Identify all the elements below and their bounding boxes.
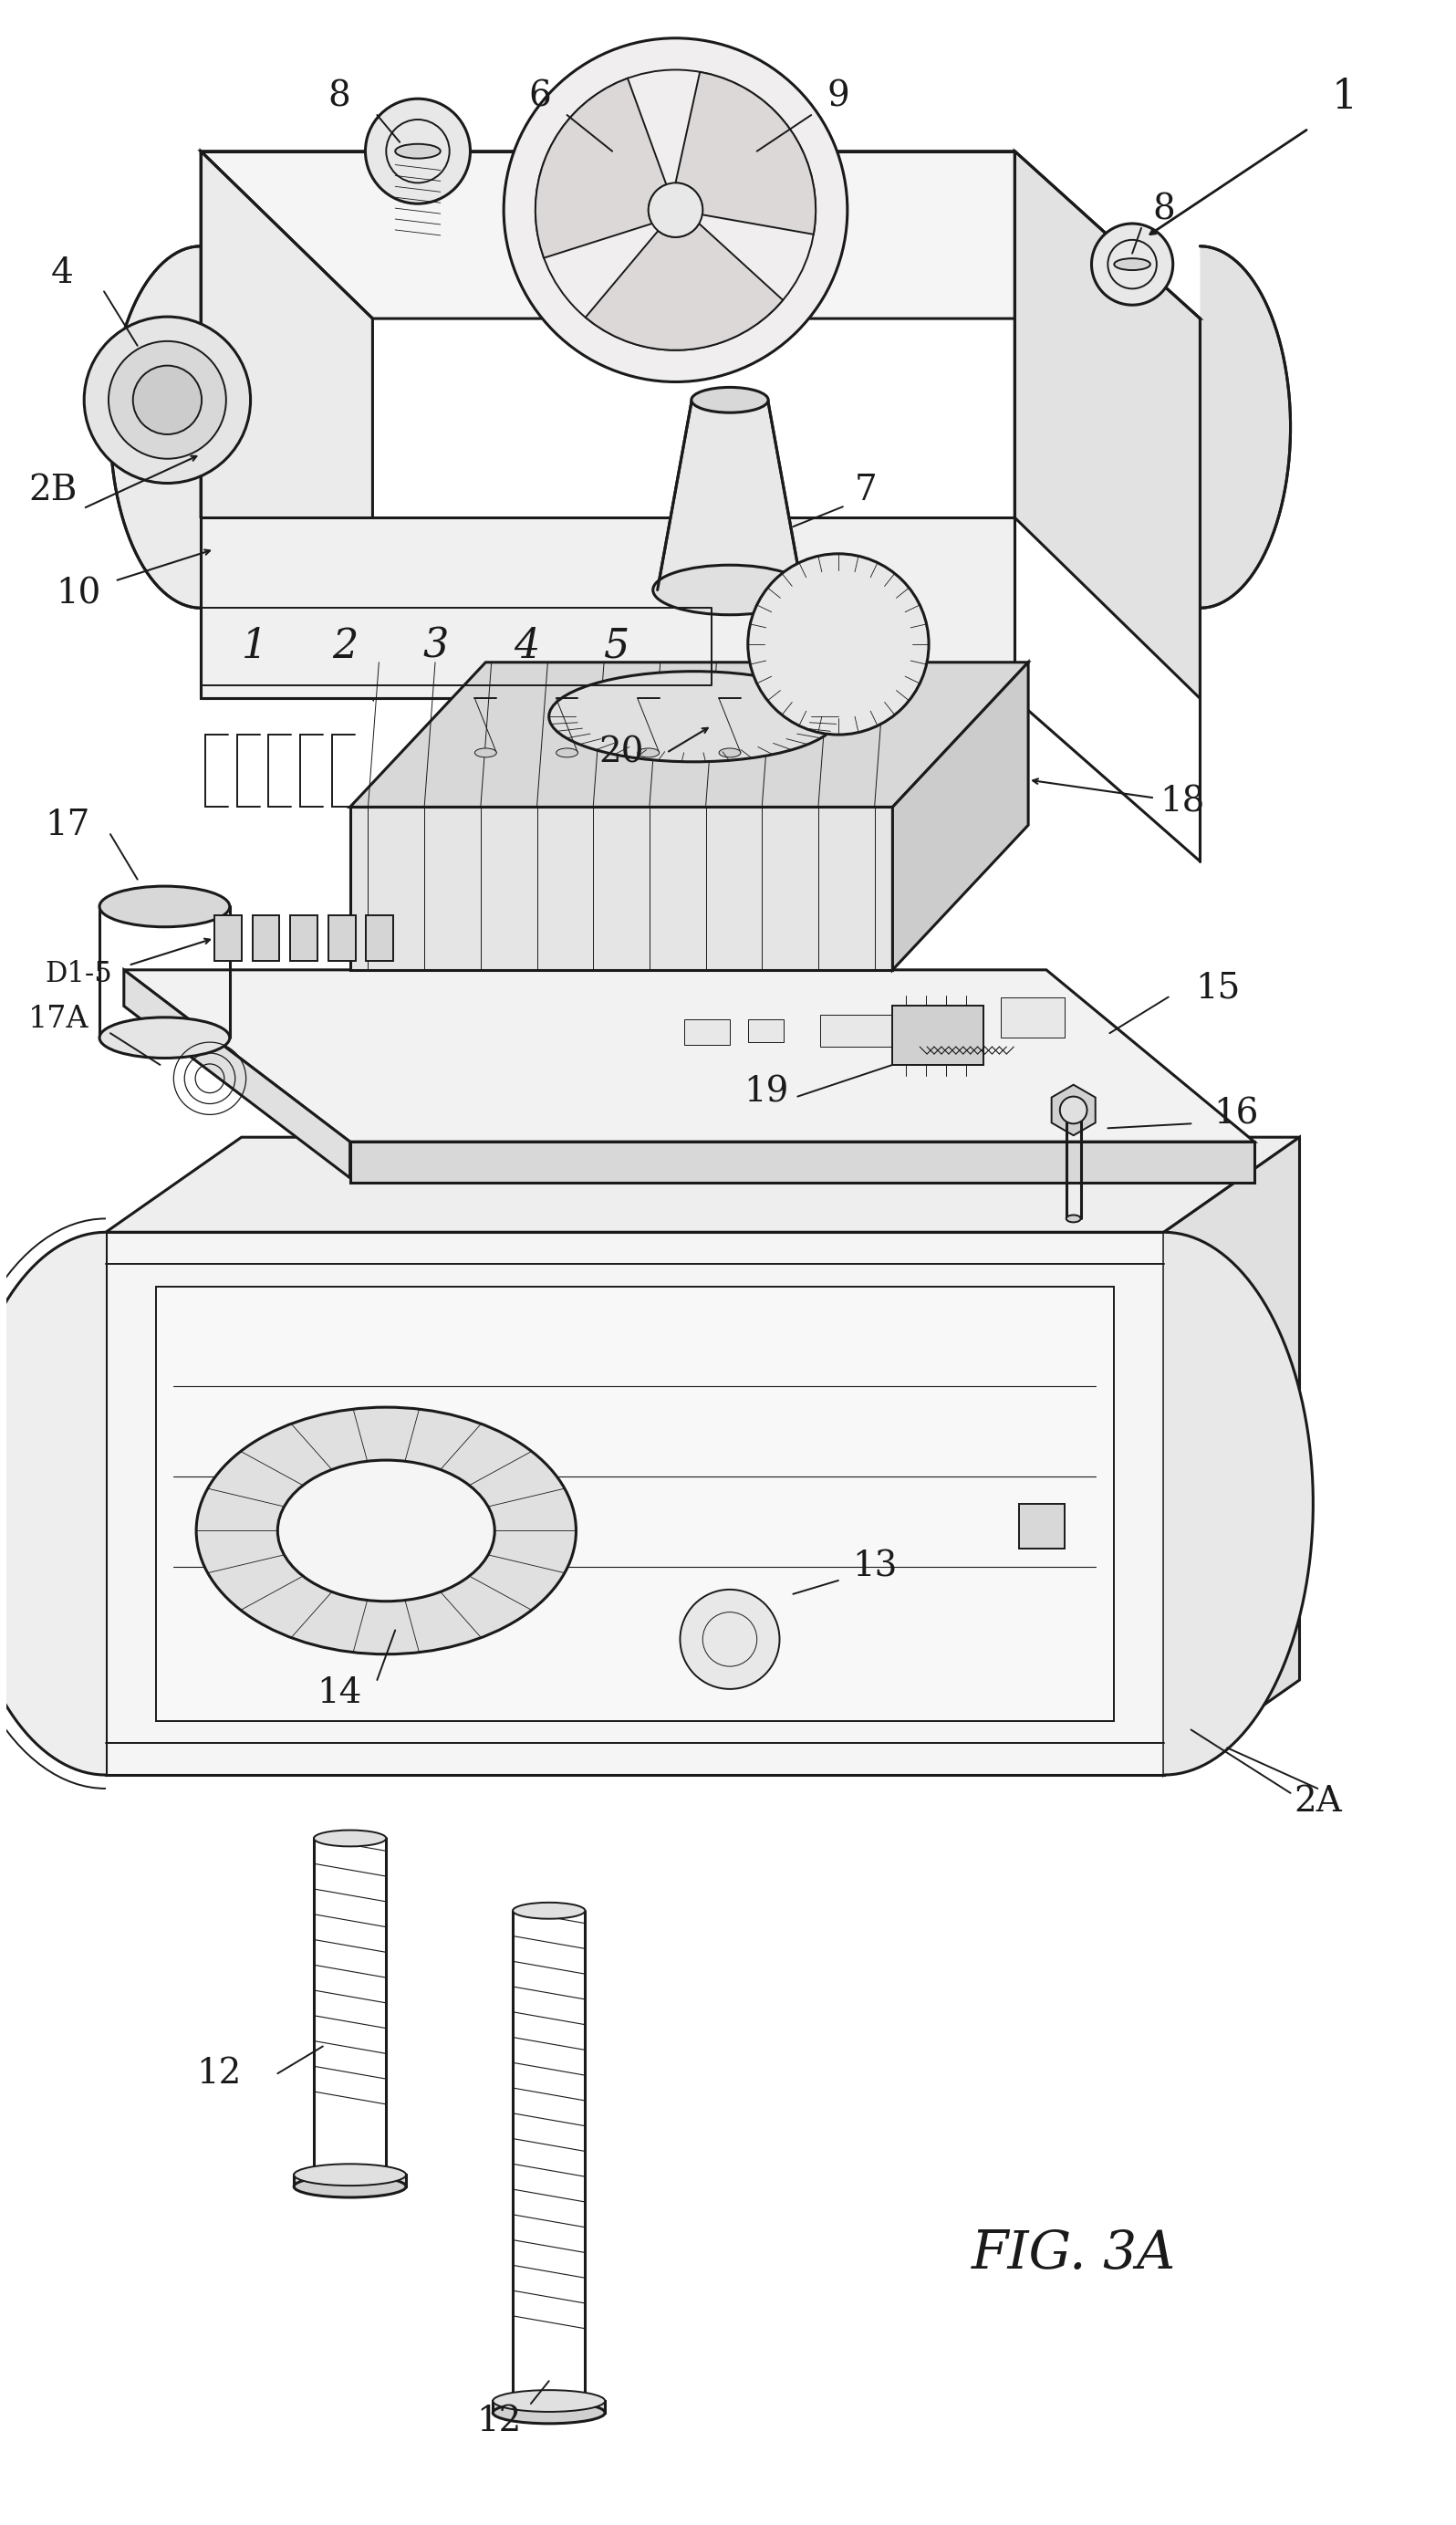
Text: 2A: 2A [1293,1785,1341,1818]
Circle shape [132,366,202,434]
Ellipse shape [652,566,807,614]
Circle shape [748,553,929,735]
Text: 7: 7 [855,475,877,508]
Circle shape [680,1591,779,1689]
Text: 8: 8 [1153,192,1175,227]
Text: 12: 12 [476,2404,521,2439]
Polygon shape [111,151,201,699]
Text: D1-5: D1-5 [45,960,112,987]
Polygon shape [201,151,373,699]
Ellipse shape [475,747,496,757]
Text: 13: 13 [852,1550,897,1583]
Polygon shape [214,917,242,962]
Ellipse shape [197,1406,577,1654]
Circle shape [1060,1096,1088,1124]
Ellipse shape [513,1901,585,1919]
Text: 17: 17 [45,808,90,841]
Polygon shape [536,78,667,258]
Polygon shape [1163,1136,1300,1775]
Polygon shape [494,2401,606,2414]
Ellipse shape [99,886,230,927]
Polygon shape [124,970,349,1179]
Polygon shape [1163,1232,1313,1775]
Circle shape [1092,225,1174,306]
Ellipse shape [294,2164,406,2187]
Ellipse shape [314,1831,386,1846]
Ellipse shape [1066,1215,1080,1222]
Polygon shape [676,71,815,235]
Text: 20: 20 [598,735,644,770]
Text: 4: 4 [51,258,74,290]
Polygon shape [106,1136,1300,1232]
Text: 18: 18 [1159,785,1204,821]
Polygon shape [658,399,802,591]
Text: 1: 1 [242,626,268,667]
Polygon shape [1019,1502,1064,1548]
Polygon shape [124,970,1254,1141]
Ellipse shape [395,144,440,159]
Text: 3: 3 [422,626,448,667]
Ellipse shape [99,1018,230,1058]
Ellipse shape [294,2177,406,2197]
Circle shape [365,98,470,205]
Text: 1: 1 [1332,78,1357,116]
Ellipse shape [494,2401,606,2424]
Polygon shape [1051,1086,1095,1136]
Polygon shape [893,1005,983,1066]
Polygon shape [201,151,1200,318]
Polygon shape [367,917,393,962]
Text: 6: 6 [529,81,552,114]
Text: 10: 10 [57,578,102,611]
Ellipse shape [638,747,660,757]
Polygon shape [585,225,783,351]
Polygon shape [252,917,280,962]
Circle shape [84,316,250,482]
Text: 16: 16 [1214,1098,1259,1131]
Ellipse shape [1114,258,1150,270]
Polygon shape [328,917,355,962]
Polygon shape [156,1285,1114,1720]
Polygon shape [748,1020,785,1043]
Polygon shape [1002,997,1064,1038]
Ellipse shape [556,747,578,757]
Text: 8: 8 [328,81,351,114]
Ellipse shape [719,747,741,757]
Polygon shape [349,808,893,970]
Text: 17A: 17A [29,1005,89,1035]
Text: 19: 19 [744,1076,789,1108]
Polygon shape [893,662,1028,970]
Polygon shape [0,1232,106,1775]
Polygon shape [349,1141,1254,1182]
Circle shape [648,182,703,237]
Text: 9: 9 [827,81,850,114]
Polygon shape [1015,151,1200,699]
Text: FIG. 3A: FIG. 3A [971,2230,1176,2280]
Text: 14: 14 [316,1677,361,1709]
Text: 2: 2 [332,626,358,667]
Circle shape [504,38,847,381]
Ellipse shape [494,2391,606,2411]
Polygon shape [201,518,1015,699]
Polygon shape [349,662,1028,808]
Text: 15: 15 [1195,972,1241,1005]
Text: 12: 12 [197,2055,242,2091]
Ellipse shape [692,386,769,412]
Polygon shape [290,917,317,962]
Text: 2B: 2B [29,475,77,508]
Polygon shape [684,1020,729,1045]
Polygon shape [929,1010,983,1038]
Circle shape [109,341,226,460]
Ellipse shape [549,672,839,763]
Text: 4: 4 [514,626,539,667]
Ellipse shape [278,1459,495,1601]
Polygon shape [106,1232,1163,1775]
Polygon shape [820,1015,893,1048]
Polygon shape [1200,151,1290,609]
Polygon shape [294,2174,406,2187]
Text: 5: 5 [604,626,629,667]
